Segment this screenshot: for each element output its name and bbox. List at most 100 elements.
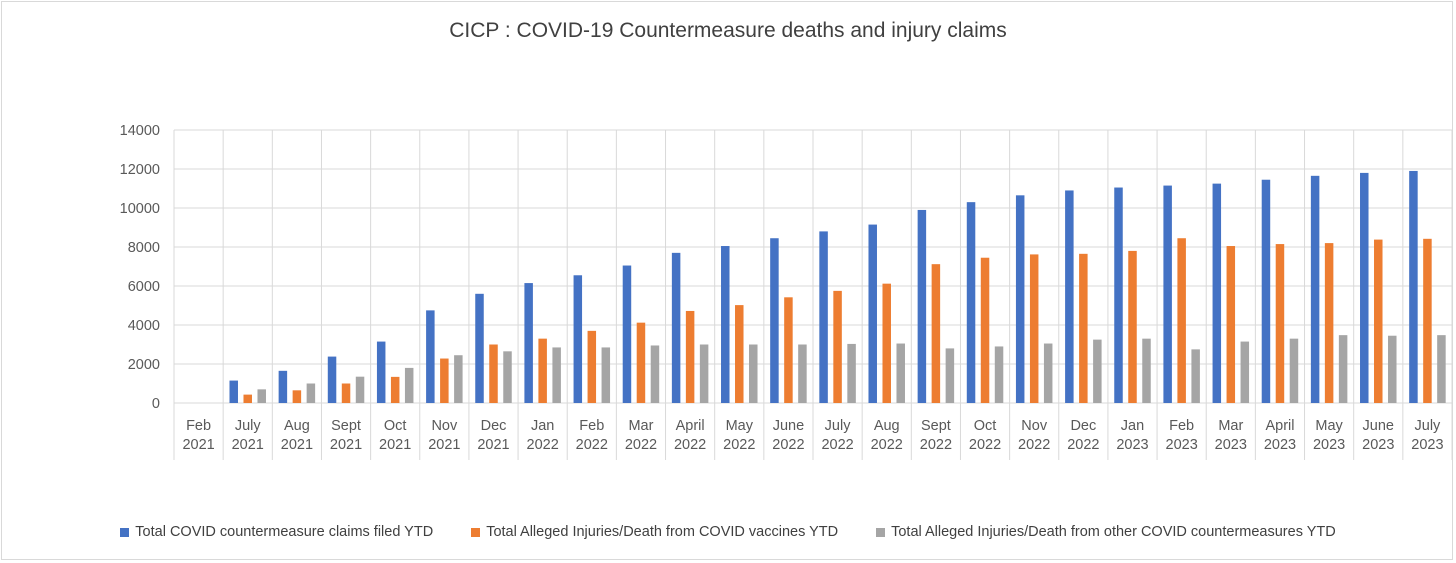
legend-swatch (876, 527, 886, 537)
bar-2-14 (833, 290, 842, 403)
bar-3-8 (552, 347, 561, 403)
bar-3-9 (601, 347, 611, 403)
bar-2-21 (1177, 238, 1186, 403)
x-tick-label: Jan 2023 (1116, 418, 1148, 453)
x-tick-label: June 2023 (1362, 418, 1394, 453)
bar-2-17 (980, 257, 990, 403)
y-axis-ticks: 0 2000 4000 6000 8000 10000 12000 14000 (120, 123, 160, 412)
x-tick-label: Nov 2021 (428, 418, 460, 453)
bar-2-6 (440, 358, 449, 403)
bar-marks (229, 170, 1446, 403)
x-tick-label: Aug 2022 (871, 418, 903, 453)
bar-1-2 (229, 380, 238, 403)
bar-1-15 (868, 224, 877, 403)
bar-2-9 (587, 330, 597, 403)
bar-3-22 (1240, 341, 1250, 403)
x-tick-label: May 2022 (723, 418, 755, 453)
y-tick-label: 0 (152, 396, 160, 412)
x-tick-label: Feb 2021 (182, 418, 214, 453)
x-tick-label: July 2021 (232, 418, 264, 453)
bar-2-4 (341, 383, 351, 403)
bar-3-18 (1043, 343, 1053, 403)
bar-3-6 (454, 355, 463, 403)
bar-3-4 (355, 376, 365, 403)
bar-1-9 (573, 275, 583, 403)
bar-2-24 (1324, 243, 1334, 403)
legend-label: Total COVID countermeasure claims filed … (135, 524, 434, 540)
x-tick-label: July 2023 (1411, 418, 1443, 453)
bar-1-10 (622, 265, 632, 403)
y-tick-label: 10000 (120, 201, 160, 217)
bar-1-16 (917, 209, 927, 403)
x-tick-label: Dec 2022 (1067, 418, 1099, 453)
bar-2-16 (931, 264, 941, 403)
bar-3-23 (1289, 338, 1299, 403)
bar-3-5 (404, 367, 414, 403)
bar-2-25 (1374, 239, 1383, 403)
bar-1-19 (1065, 190, 1074, 403)
x-tick-label: Jan 2022 (527, 418, 559, 453)
bar-3-13 (798, 344, 807, 403)
y-tick-label: 12000 (120, 162, 160, 178)
bar-3-26 (1437, 335, 1446, 403)
bar-2-2 (243, 394, 252, 403)
bar-3-2 (257, 389, 266, 403)
legend-item-1: Total COVID countermeasure claims filed … (120, 524, 433, 540)
bar-2-23 (1275, 244, 1285, 403)
bar-2-12 (735, 305, 744, 403)
x-tick-label: Sept 2021 (330, 418, 362, 453)
legend-label: Total Alleged Injuries/Death from COVID … (486, 524, 839, 540)
legend-item-2: Total Alleged Injuries/Death from COVID … (471, 524, 838, 540)
bar-2-18 (1029, 254, 1039, 403)
y-tick-label: 4000 (128, 318, 160, 334)
x-tick-label: April 2022 (674, 418, 706, 453)
bar-2-15 (882, 283, 891, 403)
x-tick-label: Mar 2022 (625, 418, 657, 453)
bar-2-19 (1079, 253, 1088, 403)
bar-3-16 (945, 348, 955, 403)
x-tick-label: Oct 2021 (379, 418, 411, 453)
bar-1-21 (1163, 185, 1172, 403)
x-tick-label: July 2022 (821, 418, 853, 453)
x-tick-label: May 2023 (1313, 418, 1345, 453)
x-tick-label: Nov 2022 (1018, 418, 1050, 453)
bar-2-11 (685, 310, 695, 403)
bar-1-13 (770, 238, 779, 403)
bar-2-10 (636, 322, 646, 403)
y-tick-label: 8000 (128, 240, 160, 256)
bar-1-6 (426, 310, 435, 403)
bar-2-20 (1128, 250, 1137, 403)
bar-1-7 (475, 293, 484, 403)
bar-3-15 (896, 343, 905, 403)
bar-1-8 (524, 283, 533, 403)
bar-3-11 (699, 344, 709, 403)
bar-1-20 (1114, 187, 1123, 403)
x-tick-label: June 2022 (772, 418, 804, 453)
bar-1-24 (1310, 175, 1320, 403)
x-tick-label: Mar 2023 (1215, 418, 1247, 453)
bar-1-3 (278, 370, 288, 403)
bar-1-4 (327, 356, 337, 403)
bar-3-14 (847, 343, 856, 403)
bar-3-24 (1338, 335, 1348, 403)
x-tick-label: Aug 2021 (281, 418, 313, 453)
x-axis-ticks: Feb 2021 July 2021 Aug 2021 Sept 2021 Oct 2021 Nov… (182, 418, 1443, 453)
x-tick-label: Oct 2022 (969, 418, 1001, 453)
bar-3-12 (749, 344, 758, 403)
x-tick-label: April 2023 (1264, 418, 1296, 453)
legend-item-3: Total Alleged Injuries/Death from other … (876, 524, 1336, 540)
bar-2-5 (390, 376, 400, 403)
bar-1-12 (721, 246, 730, 403)
bar-3-3 (306, 383, 316, 403)
y-tick-label: 6000 (128, 279, 160, 295)
legend-swatch (120, 527, 130, 537)
x-tick-label: Sept 2022 (920, 418, 952, 453)
x-tick-label: Feb 2023 (1166, 418, 1198, 453)
bar-1-11 (671, 252, 681, 403)
bar-3-17 (994, 346, 1004, 403)
bar-1-18 (1015, 195, 1025, 403)
x-tick-label: Feb 2022 (576, 418, 608, 453)
bar-3-25 (1388, 335, 1397, 403)
bar-3-10 (650, 345, 660, 403)
